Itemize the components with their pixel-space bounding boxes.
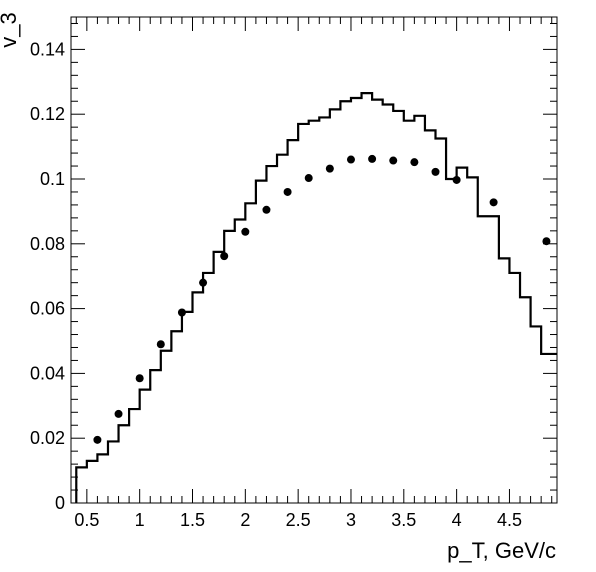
data-point	[241, 227, 250, 236]
x-axis-label: p_T, GeV/c	[447, 538, 556, 563]
data-point	[304, 174, 313, 183]
x-tick-label: 4	[452, 510, 462, 530]
data-point	[452, 175, 461, 184]
data-point	[410, 158, 419, 167]
data-point	[199, 278, 208, 287]
y-tick-label: 0.1	[40, 169, 65, 189]
data-point	[156, 340, 165, 349]
y-axis-label: v_3	[0, 12, 21, 47]
plot-area: 0.5 1 1.5 2 2.5 3 3.5 4 4.5 0 0.02 0.04 0.06 0.08 0.1 0…	[30, 16, 558, 530]
data-point	[489, 198, 498, 207]
data-point	[368, 154, 377, 163]
data-point	[262, 205, 271, 214]
plot-frame	[70, 16, 558, 504]
histogram-line	[75, 92, 557, 503]
x-tick-label: 2	[240, 510, 250, 530]
y-tick-label: 0.02	[30, 428, 65, 448]
data-point	[177, 308, 186, 317]
x-tick-label: 2.5	[286, 510, 311, 530]
y-tick-label: 0.08	[30, 234, 65, 254]
data-point	[542, 237, 551, 246]
data-point	[325, 164, 334, 173]
x-tick-label: 3.5	[391, 510, 416, 530]
data-point	[93, 435, 102, 444]
data-point	[283, 187, 292, 196]
data-point	[389, 156, 398, 165]
y-tick-label: 0.04	[30, 363, 65, 383]
data-point	[220, 252, 229, 261]
x-tick-label: 3	[346, 510, 356, 530]
x-tick-label: 4.5	[497, 510, 522, 530]
y-tick-label: 0	[55, 493, 65, 513]
data-point	[135, 374, 144, 383]
y-tick-label: 0.06	[30, 299, 65, 319]
data-point	[114, 409, 123, 418]
y-tick-label: 0.14	[30, 39, 65, 59]
y-tick-label: 0.12	[30, 104, 65, 124]
data-point	[431, 167, 440, 176]
data-point	[346, 155, 355, 164]
x-tick-label: 0.5	[74, 510, 99, 530]
x-tick-label: 1.5	[180, 510, 205, 530]
x-tick-label: 1	[135, 510, 145, 530]
